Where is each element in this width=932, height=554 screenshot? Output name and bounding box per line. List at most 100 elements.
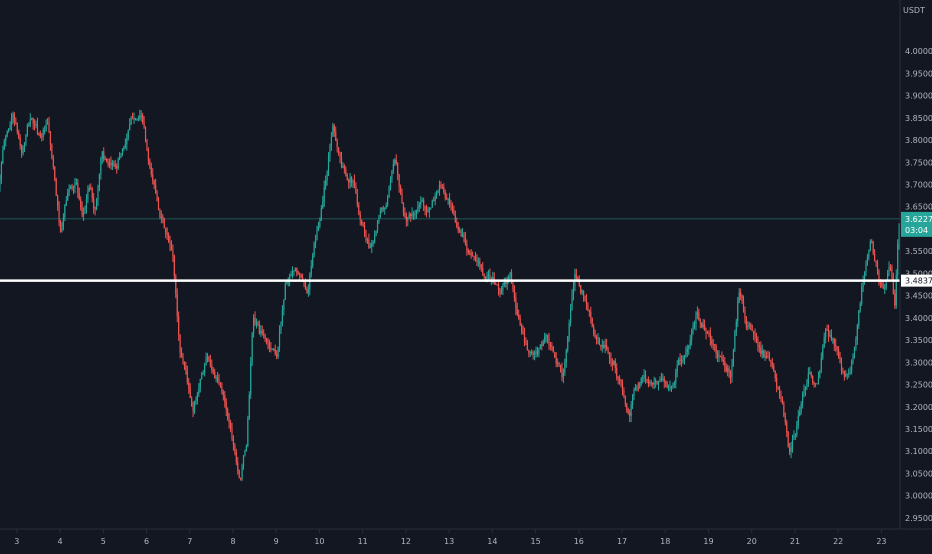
candle-body xyxy=(284,283,286,300)
candle-body xyxy=(348,179,350,183)
candle-body xyxy=(51,144,53,159)
candle-body xyxy=(618,378,621,381)
currency-label: USDT xyxy=(903,6,925,15)
candle-body xyxy=(118,157,121,160)
candle-body xyxy=(8,129,10,132)
candle-body xyxy=(70,186,72,189)
candle-body xyxy=(338,147,340,153)
candle-body xyxy=(248,394,250,419)
time-tick-label: 3 xyxy=(14,537,19,546)
candle-body xyxy=(884,288,886,290)
candle-body xyxy=(191,398,193,407)
candle-body xyxy=(198,388,200,394)
candle-body xyxy=(554,352,556,358)
candle-body xyxy=(355,185,357,194)
candle-body xyxy=(273,348,275,350)
candle-body xyxy=(722,359,724,362)
price-axis[interactable]: 4.0000 3.9500 3.9000 3.8500 3.8000 3.7500 3.70… xyxy=(901,47,932,523)
candle-body xyxy=(333,125,335,133)
candle-body xyxy=(480,264,482,268)
candle-body xyxy=(850,361,853,372)
candle-body xyxy=(709,333,711,340)
candle-body xyxy=(319,220,321,226)
price-tick-label: 3.9500 xyxy=(905,69,932,78)
candle-body xyxy=(594,334,596,337)
candle-body xyxy=(845,373,847,377)
candle-body xyxy=(6,131,8,136)
candle-body xyxy=(649,382,651,384)
candle-body xyxy=(369,246,371,248)
candle-body xyxy=(250,362,252,395)
candle-body xyxy=(529,351,531,353)
candle-body xyxy=(464,237,467,244)
candle-body xyxy=(701,322,703,328)
candle-body xyxy=(123,146,125,150)
candle-body xyxy=(270,347,272,350)
candle-body xyxy=(838,349,840,357)
candle-body xyxy=(244,450,246,456)
candle-body xyxy=(699,320,701,323)
candle-body xyxy=(45,124,47,131)
candle-body xyxy=(603,345,605,348)
candle-body xyxy=(446,197,448,200)
candle-body xyxy=(814,383,817,385)
candle-body xyxy=(39,133,41,137)
candle-body xyxy=(54,166,56,180)
candle-body xyxy=(688,346,690,349)
candle-countdown-label: 03:04 xyxy=(905,226,928,235)
candle-body xyxy=(570,309,572,323)
candle-body xyxy=(343,165,345,170)
candle-body xyxy=(495,283,497,285)
candle-body xyxy=(186,371,188,383)
candle-body xyxy=(568,322,570,337)
candle-body xyxy=(258,325,260,334)
candle-body xyxy=(110,162,112,166)
candle-body xyxy=(67,192,69,201)
candle-body xyxy=(816,383,818,385)
candle-body xyxy=(463,234,465,238)
candle-body xyxy=(149,160,151,167)
time-axis[interactable]: 3 4 5 6 7 8 9 10 11 12 13 14 15 16 17 18 19 20 21 22 23 xyxy=(14,529,887,546)
candle-body xyxy=(558,362,560,365)
candle-body xyxy=(26,125,28,135)
candle-body xyxy=(655,380,657,383)
candle-body xyxy=(296,267,298,274)
candle-body xyxy=(575,274,577,278)
candle-body xyxy=(137,118,139,120)
candle-body xyxy=(549,344,552,346)
candle-body xyxy=(597,338,599,340)
candle-body xyxy=(384,208,386,210)
candle-body xyxy=(557,362,559,364)
candle-body xyxy=(412,213,415,216)
candle-body xyxy=(729,372,732,378)
candle-body xyxy=(652,382,654,385)
candle-body xyxy=(441,186,443,188)
candle-body xyxy=(287,281,289,284)
candle-body xyxy=(559,364,562,369)
candle-body xyxy=(267,342,269,344)
candle-body xyxy=(647,380,650,384)
candle-body xyxy=(48,123,50,132)
candle-body xyxy=(410,214,412,216)
candle-body xyxy=(438,184,441,191)
candle-body xyxy=(342,165,344,168)
candle-body xyxy=(708,332,710,334)
candle-body xyxy=(278,330,281,347)
candle-body xyxy=(255,322,258,324)
candle-body xyxy=(427,211,429,213)
candle-body xyxy=(159,210,161,218)
candle-body xyxy=(162,216,164,219)
candle-body xyxy=(382,207,384,209)
candle-body xyxy=(783,403,785,417)
candle-body xyxy=(506,281,508,285)
price-tick-label: 3.9000 xyxy=(905,92,932,101)
candle-body xyxy=(591,317,593,327)
candle-body xyxy=(695,315,697,325)
price-tick-label: 3.0000 xyxy=(905,492,932,501)
candle-body xyxy=(459,230,461,232)
candle-body xyxy=(747,326,749,328)
candle-body xyxy=(28,124,30,126)
candle-body xyxy=(169,241,171,246)
